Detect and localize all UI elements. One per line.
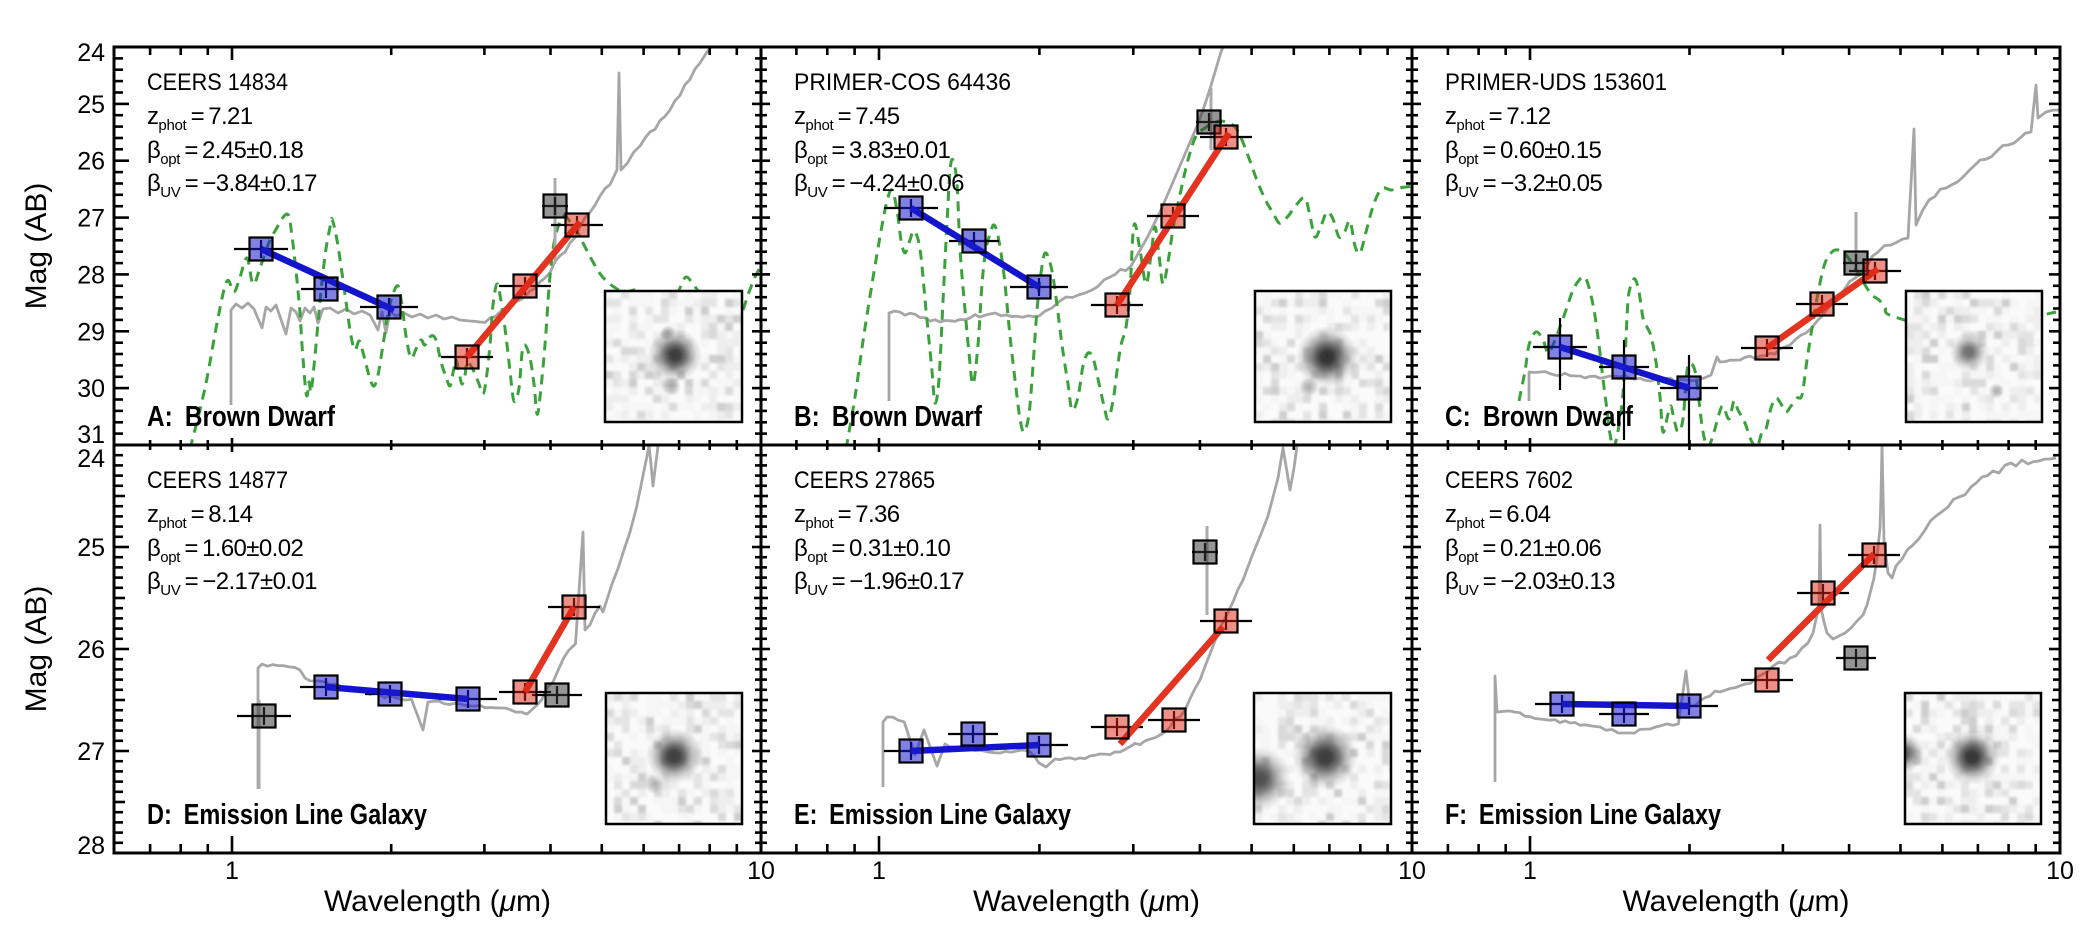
svg-text:31: 31 <box>77 421 105 449</box>
svg-text:F: Emission Line Galaxy: F: Emission Line Galaxy <box>1445 799 1721 831</box>
svg-text:Mag (AB): Mag (AB) <box>20 183 53 310</box>
svg-text:28: 28 <box>77 261 105 289</box>
svg-text:10: 10 <box>2046 857 2074 885</box>
svg-text:1: 1 <box>872 857 886 885</box>
svg-text:PRIMER-COS 64436: PRIMER-COS 64436 <box>794 69 1011 96</box>
svg-text:27: 27 <box>77 205 105 233</box>
svg-text:26: 26 <box>77 148 105 176</box>
svg-text:1: 1 <box>1523 857 1537 885</box>
svg-text:29: 29 <box>77 318 105 346</box>
svg-text:PRIMER-UDS 153601: PRIMER-UDS 153601 <box>1445 69 1667 96</box>
svg-text:D: Emission Line Galaxy: D: Emission Line Galaxy <box>147 799 427 831</box>
svg-text:zphot = 7.36: zphot = 7.36 <box>794 501 900 532</box>
svg-text:26: 26 <box>77 636 105 664</box>
svg-text:zphot = 7.12: zphot = 7.12 <box>1445 103 1551 134</box>
svg-text:CEERS 7602: CEERS 7602 <box>1445 467 1573 494</box>
svg-text:zphot = 7.21: zphot = 7.21 <box>147 103 253 134</box>
svg-text:βUV = −3.2±0.05: βUV = −3.2±0.05 <box>1445 170 1602 201</box>
svg-text:Wavelength (μm): Wavelength (μm) <box>324 885 551 918</box>
svg-text:CEERS 14834: CEERS 14834 <box>147 69 288 96</box>
svg-text:Wavelength (μm): Wavelength (μm) <box>1622 885 1849 918</box>
svg-text:27: 27 <box>77 738 105 766</box>
svg-text:25: 25 <box>77 534 105 562</box>
svg-text:B: Brown Dwarf: B: Brown Dwarf <box>794 401 982 433</box>
svg-text:25: 25 <box>77 91 105 119</box>
svg-text:C: Brown Dwarf: C: Brown Dwarf <box>1445 401 1633 433</box>
svg-text:Mag (AB): Mag (AB) <box>20 586 53 713</box>
svg-text:zphot = 7.45: zphot = 7.45 <box>794 103 900 134</box>
svg-text:zphot = 6.04: zphot = 6.04 <box>1445 501 1551 532</box>
svg-text:10: 10 <box>747 857 775 885</box>
svg-text:βUV = −3.84±0.17: βUV = −3.84±0.17 <box>147 170 317 201</box>
svg-text:CEERS 27865: CEERS 27865 <box>794 467 935 494</box>
svg-text:CEERS 14877: CEERS 14877 <box>147 467 288 494</box>
svg-text:1: 1 <box>225 857 239 885</box>
svg-text:A: Brown Dwarf: A: Brown Dwarf <box>147 401 335 433</box>
svg-text:zphot = 8.14: zphot = 8.14 <box>147 501 253 532</box>
svg-text:28: 28 <box>77 832 105 860</box>
svg-text:βopt = 3.83±0.01: βopt = 3.83±0.01 <box>794 137 950 168</box>
svg-text:Wavelength (μm): Wavelength (μm) <box>973 885 1200 918</box>
svg-text:E: Emission Line Galaxy: E: Emission Line Galaxy <box>794 799 1071 831</box>
svg-text:10: 10 <box>1398 857 1426 885</box>
svg-text:24: 24 <box>77 445 105 473</box>
svg-text:24: 24 <box>77 39 105 67</box>
svg-text:30: 30 <box>77 375 105 403</box>
